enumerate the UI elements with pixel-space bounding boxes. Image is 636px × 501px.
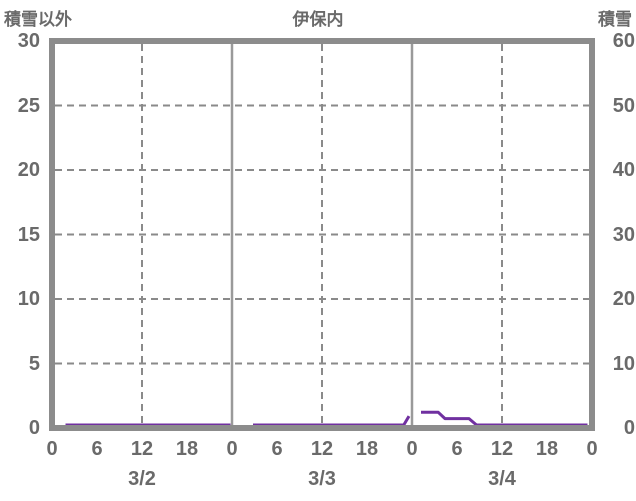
y-right-tick-label: 30 — [612, 223, 635, 246]
plot-frame — [49, 38, 595, 431]
y-left-tick-label: 20 — [17, 159, 40, 181]
y-left-tick-label: 15 — [17, 223, 40, 246]
y-right-tick-label: 60 — [612, 30, 635, 52]
x-date-label: 3/3 — [308, 468, 336, 490]
x-hour-tick-label: 18 — [355, 438, 379, 460]
x-hour-tick-label: 12 — [310, 438, 334, 460]
x-hour-tick-label: 18 — [175, 438, 199, 460]
x-hour-tick-label: 6 — [451, 438, 463, 460]
x-date-label: 3/4 — [488, 468, 516, 490]
right-axis-title: 積雪 — [598, 10, 632, 29]
y-left-tick-label: 5 — [28, 352, 40, 375]
x-hour-tick-label: 18 — [535, 438, 559, 460]
x-hour-tick-label: 12 — [130, 438, 154, 460]
chart-title: 伊保内 — [292, 10, 344, 29]
left-axis-title: 積雪以外 — [4, 10, 72, 29]
y-left-tick-label: 30 — [17, 30, 40, 52]
x-hour-tick-label: 0 — [46, 438, 58, 460]
x-hour-tick-label: 6 — [271, 438, 283, 460]
y-left-tick-label: 25 — [17, 94, 40, 117]
y-right-tick-label: 10 — [612, 352, 635, 375]
y-right-tick-label: 50 — [612, 94, 635, 117]
y-left-tick-label: 0 — [28, 417, 40, 439]
series-line — [421, 410, 588, 427]
x-date-label: 3/2 — [128, 468, 156, 490]
x-hour-tick-label: 6 — [91, 438, 103, 460]
y-right-tick-label: 0 — [623, 417, 635, 439]
x-hour-tick-label: 12 — [490, 438, 514, 460]
y-right-tick-label: 40 — [612, 159, 635, 181]
y-right-tick-label: 20 — [612, 288, 635, 310]
y-left-tick-label: 10 — [17, 288, 40, 310]
series-line — [253, 415, 411, 427]
x-hour-tick-label: 0 — [586, 438, 598, 460]
x-hour-tick-label: 0 — [226, 438, 238, 460]
x-hour-tick-label: 0 — [406, 438, 418, 460]
